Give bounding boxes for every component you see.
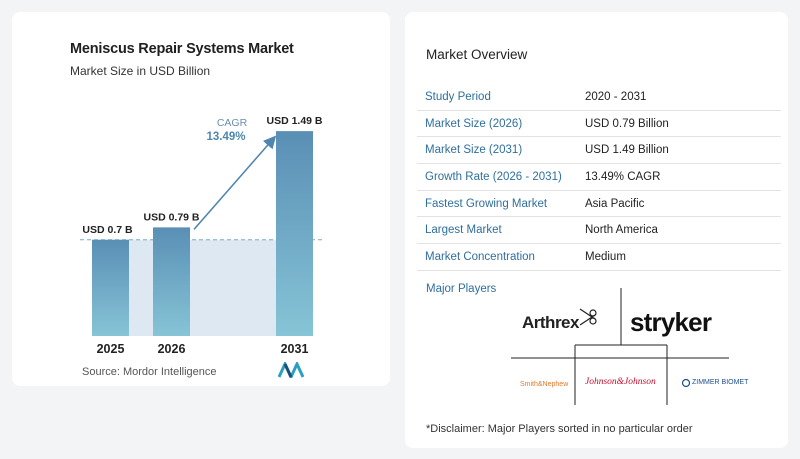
mordor-logo-icon (278, 362, 304, 378)
overview-row: Market Size (2031) USD 1.49 Billion (417, 137, 781, 165)
overview-row: Market Concentration Medium (417, 244, 781, 271)
overview-row-label: Largest Market (425, 224, 502, 237)
x-tick-label: 2026 (158, 342, 186, 356)
data-label: USD 1.49 B (266, 115, 322, 127)
overview-title: Market Overview (426, 47, 528, 62)
overview-table: Study Period 2020 - 2031 Market Size (2026… (417, 84, 781, 271)
source-text: Source: Mordor Intelligence (82, 366, 217, 378)
overview-row: Fastest Growing Market Asia Pacific (417, 191, 781, 218)
cagr-label: CAGR (217, 117, 248, 129)
cagr-arrow (193, 135, 277, 230)
x-tick-label: 2031 (281, 342, 309, 356)
stryker-logo: stryker (630, 307, 712, 337)
overview-row-value: USD 1.49 Billion (585, 144, 669, 157)
overview-card (405, 12, 788, 448)
overview-row: Market Size (2026) USD 0.79 Billion (417, 111, 781, 138)
overview-row-value: Medium (585, 250, 626, 263)
overview-row-label: Growth Rate (2026 - 2031) (425, 170, 562, 183)
overview-row-value: Asia Pacific (585, 197, 645, 210)
overview-row: Largest Market North America (417, 217, 781, 245)
overview-row-label: Market Size (2031) (425, 144, 523, 157)
overview-row-value: North America (585, 224, 658, 237)
overview-row: Study Period 2020 - 2031 (417, 84, 781, 111)
bar-2026 (153, 227, 190, 336)
major-players-title: Major Players (426, 283, 497, 295)
overview-row-label: Fastest Growing Market (425, 197, 548, 210)
overview-row-value: 2020 - 2031 (585, 90, 647, 103)
overview-row-label: Study Period (425, 90, 491, 103)
cagr-value: 13.49% (206, 131, 245, 143)
x-tick-label: 2025 (97, 342, 125, 356)
arthrex-logo: Arthrex (522, 313, 579, 332)
disclaimer-text: *Disclaimer: Major Players sorted in no … (426, 423, 693, 435)
smith-nephew-logo: Smith&Nephew (520, 381, 569, 388)
bar-2025 (92, 239, 129, 336)
data-label: USD 0.7 B (82, 224, 133, 236)
data-label: USD 0.79 B (143, 211, 199, 223)
chart-subtitle: Market Size in USD Billion (70, 64, 211, 78)
zimmer-biomet-logo: ZIMMER BIOMET (692, 379, 749, 386)
overview-row-value: 13.49% CAGR (585, 170, 661, 183)
bar-2031 (276, 131, 313, 336)
overview-row-value: USD 0.79 Billion (585, 117, 669, 130)
overview-row-label: Market Size (2026) (425, 117, 523, 130)
overview-row: Growth Rate (2026 - 2031) 13.49% CAGR (417, 164, 781, 191)
overview-row-label: Market Concentration (425, 250, 535, 263)
johnson-johnson-logo: Johnson&Johnson (585, 377, 656, 387)
bar-chart: USD 0.7 B 2025 USD 0.79 B 2026 USD 1.49 B 203… (80, 115, 323, 356)
chart-title: Meniscus Repair Systems Market (70, 41, 294, 57)
